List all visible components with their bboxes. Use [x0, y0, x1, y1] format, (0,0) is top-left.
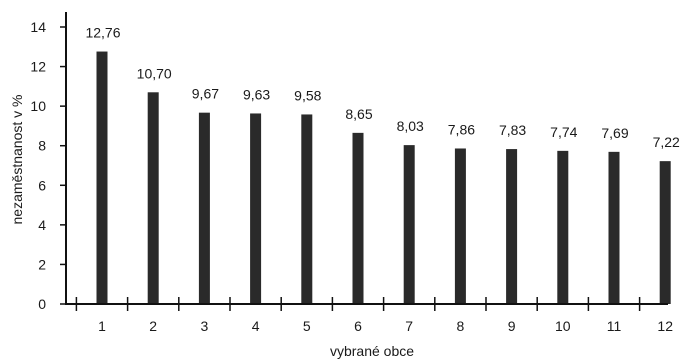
- x-tick-label-1: 1: [98, 318, 106, 334]
- data-label-9: 7,83: [499, 122, 526, 138]
- data-label-8: 7,86: [448, 121, 475, 137]
- data-label-10: 7,74: [550, 124, 577, 140]
- y-tick-label: 14: [30, 19, 46, 35]
- y-tick-label: 4: [38, 217, 46, 233]
- x-tick-label-12: 12: [657, 318, 673, 334]
- bar-7: [403, 145, 415, 304]
- bar-8: [454, 148, 466, 304]
- bar-12: [659, 161, 671, 304]
- data-label-3: 9,67: [192, 86, 219, 102]
- x-tick-label-10: 10: [555, 318, 571, 334]
- data-label-5: 9,58: [294, 87, 321, 103]
- bar-1: [96, 51, 108, 304]
- bar-6: [352, 132, 364, 304]
- y-tick-label: 12: [30, 59, 46, 75]
- data-label-2: 10,70: [137, 65, 172, 81]
- x-tick-label-2: 2: [149, 318, 157, 334]
- y-axis-title: nezaměstnanost v %: [9, 95, 25, 225]
- x-tick-label-7: 7: [405, 318, 413, 334]
- bar-11: [608, 151, 620, 304]
- y-tick-label: 2: [38, 256, 46, 272]
- y-tick-label: 10: [30, 98, 46, 114]
- x-axis-title: vybrané obce: [330, 343, 414, 359]
- data-label-4: 9,63: [243, 86, 270, 102]
- x-tick-label-9: 9: [508, 318, 516, 334]
- x-tick-label-3: 3: [201, 318, 209, 334]
- x-tick-label-4: 4: [252, 318, 260, 334]
- data-label-12: 7,22: [653, 134, 680, 150]
- bar-3: [198, 112, 210, 304]
- x-tick-label-11: 11: [607, 318, 622, 334]
- data-label-1: 12,76: [85, 25, 120, 41]
- data-label-7: 8,03: [397, 118, 424, 134]
- bar-4: [250, 113, 262, 305]
- y-tick-label: 6: [38, 177, 46, 193]
- bar-10: [557, 150, 569, 304]
- x-tick-label-5: 5: [303, 318, 311, 334]
- bar-9: [506, 149, 518, 304]
- y-tick-label: 8: [38, 138, 46, 154]
- y-tick-label: 0: [38, 296, 46, 312]
- x-axis-ticks: 1 2 3 4 5 6 7 8 9 10 11 12: [75, 297, 673, 334]
- data-label-6: 8,65: [345, 106, 372, 122]
- bar-5: [301, 114, 313, 305]
- y-axis-ticks: 0 2 4 6 8 10 12 14: [30, 19, 66, 312]
- x-tick-label-6: 6: [354, 318, 362, 334]
- bar-2: [147, 92, 159, 305]
- data-label-11: 7,69: [601, 125, 628, 141]
- bars: 12,76 10,70 9,67 9,63 9,58 8,65 8,03 7,86 7,83 7,…: [85, 25, 680, 305]
- x-tick-label-8: 8: [457, 318, 465, 334]
